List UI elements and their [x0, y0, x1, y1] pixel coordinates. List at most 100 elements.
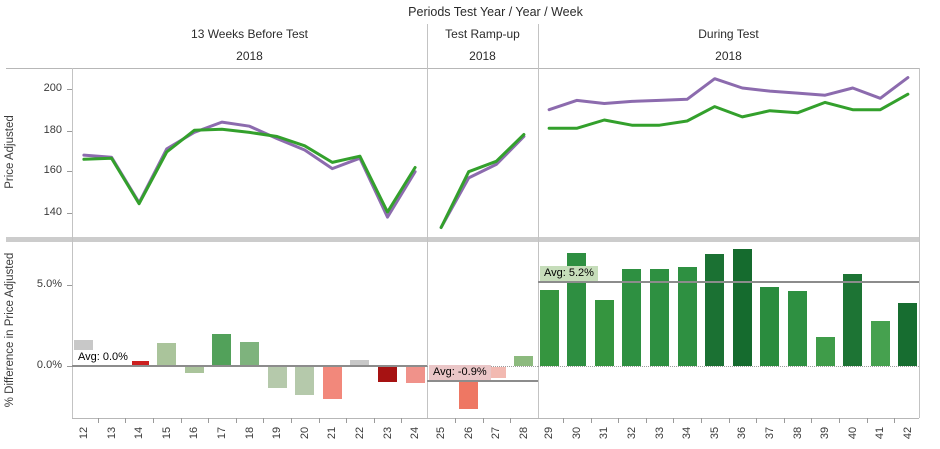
x-tick-label-18: 18	[243, 426, 256, 440]
bar-week-38[interactable]	[788, 291, 807, 366]
x-tick-mark	[482, 418, 484, 423]
x-tick-label-34: 34	[681, 426, 694, 440]
bar-week-32[interactable]	[622, 268, 642, 366]
x-tick-label-29: 29	[543, 426, 556, 440]
line-green-panel-2[interactable]	[547, 92, 910, 130]
x-tick-label-23: 23	[381, 426, 394, 440]
bar-week-42[interactable]	[898, 302, 918, 366]
bar-week-35[interactable]	[705, 254, 725, 366]
x-tick-mark	[783, 418, 785, 423]
panel-header-rampup: Test Ramp-up	[445, 27, 520, 41]
x-tick-mark	[97, 418, 99, 423]
x-tick-label-14: 14	[133, 426, 146, 440]
y-tick-label-pct: 0.0%	[36, 359, 62, 371]
y-axis-title-price: Price Adjusted	[4, 115, 16, 189]
x-tick-label-21: 21	[326, 426, 339, 440]
bar-week-29[interactable]	[539, 289, 559, 366]
x-tick-label-30: 30	[570, 426, 583, 440]
bar-week-37[interactable]	[760, 286, 780, 366]
x-tick-label-35: 35	[708, 426, 721, 440]
avg-reference-line	[427, 379, 538, 382]
x-tick-mark	[756, 418, 758, 423]
panel-border-2	[538, 24, 539, 418]
x-tick-mark	[510, 418, 512, 423]
x-tick-label-31: 31	[598, 426, 611, 440]
x-tick-mark	[208, 418, 210, 423]
x-tick-label-17: 17	[215, 426, 228, 440]
avg-label: Avg: -0.9%	[429, 364, 491, 380]
x-tick-mark	[401, 418, 403, 423]
x-tick-mark	[346, 418, 348, 423]
bar-week-20[interactable]	[295, 367, 315, 395]
y-tick-label-price: 200	[43, 82, 62, 94]
x-axis-line	[72, 418, 919, 419]
x-tick-mark	[125, 418, 127, 423]
bar-week-17[interactable]	[212, 333, 232, 366]
avg-reference-line	[538, 280, 919, 283]
bar-week-19[interactable]	[267, 367, 287, 389]
bar-week-21[interactable]	[322, 367, 342, 400]
bar-week-23[interactable]	[378, 367, 397, 382]
x-tick-label-25: 25	[435, 426, 448, 440]
panel-header-during: During Test	[698, 27, 759, 41]
bar-week-24[interactable]	[405, 367, 425, 384]
line-purple-panel-2[interactable]	[547, 76, 910, 112]
line-purple-panel-1[interactable]	[439, 135, 526, 229]
bar-week-31[interactable]	[594, 299, 614, 366]
row-divider	[6, 237, 919, 242]
y-axis-title-pct-diff: % Difference in Price Adjusted	[4, 252, 16, 408]
x-tick-mark	[235, 418, 237, 423]
x-tick-label-24: 24	[409, 426, 422, 440]
x-tick-mark	[180, 418, 182, 423]
bar-week-27[interactable]	[486, 367, 506, 379]
chart-title: Periods Test Year / Year / Week	[408, 5, 583, 19]
x-tick-label-20: 20	[298, 426, 311, 440]
x-tick-mark	[454, 418, 456, 423]
bar-week-18[interactable]	[240, 341, 259, 366]
bar-week-22[interactable]	[350, 359, 370, 366]
bar-week-33[interactable]	[650, 268, 669, 366]
x-tick-mark	[866, 418, 868, 423]
x-tick-mark	[562, 418, 564, 423]
y-tick-label-price: 160	[43, 164, 62, 176]
x-tick-mark	[700, 418, 702, 423]
bar-week-36[interactable]	[732, 249, 752, 366]
avg-reference-line	[72, 365, 427, 367]
y-tick-mark	[67, 213, 72, 214]
panel-year-rampup: 2018	[469, 49, 496, 63]
x-tick-label-37: 37	[763, 426, 776, 440]
avg-label: Avg: 5.2%	[540, 265, 598, 281]
y-tick-mark	[67, 285, 72, 286]
x-tick-label-15: 15	[160, 426, 173, 440]
x-tick-mark	[673, 418, 675, 423]
pct-diff-bar-chart: Avg: 0.0% Avg: -0.9% Avg: 5.2%	[72, 242, 919, 418]
y-tick-mark	[67, 89, 72, 90]
bar-week-15[interactable]	[157, 343, 177, 366]
bar-week-34[interactable]	[677, 267, 697, 366]
bar-week-28[interactable]	[514, 356, 534, 366]
bar-week-16[interactable]	[184, 367, 204, 374]
y-tick-label-pct: 5.0%	[36, 278, 62, 290]
x-tick-label-36: 36	[736, 426, 749, 440]
x-tick-mark	[290, 418, 292, 423]
x-tick-mark	[373, 418, 375, 423]
bar-week-39[interactable]	[815, 336, 835, 366]
line-green-panel-1[interactable]	[439, 133, 526, 229]
bar-week-40[interactable]	[843, 273, 863, 366]
line-green-panel-0[interactable]	[82, 127, 417, 214]
x-tick-mark	[152, 418, 154, 423]
y-tick-mark	[67, 171, 72, 172]
x-tick-mark	[318, 418, 320, 423]
header-bottom-border	[6, 68, 919, 69]
y-tick-mark	[67, 131, 72, 132]
x-tick-mark	[645, 418, 647, 423]
x-tick-label-41: 41	[874, 426, 887, 440]
x-tick-label-33: 33	[653, 426, 666, 440]
x-tick-label-19: 19	[271, 426, 284, 440]
bar-week-14[interactable]	[129, 361, 149, 366]
x-tick-mark	[811, 418, 813, 423]
x-tick-label-39: 39	[819, 426, 832, 440]
bar-week-41[interactable]	[870, 320, 890, 366]
y-tick-label-price: 180	[43, 124, 62, 136]
x-tick-label-16: 16	[188, 426, 201, 440]
